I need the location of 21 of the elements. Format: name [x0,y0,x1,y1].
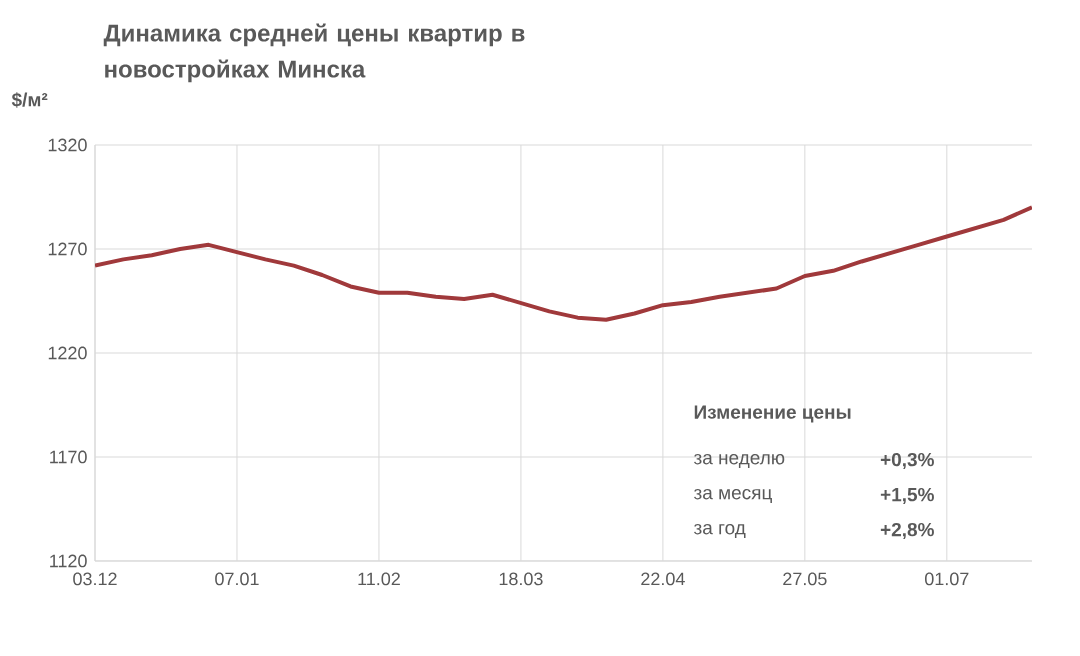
annotation: +2,8% [880,522,934,540]
y-tick-label: 1320 [48,138,87,152]
y-tick-label: 1170 [50,450,87,464]
x-tick-label: 27.05 [783,572,827,586]
y-tick-label: 1220 [48,346,87,360]
x-tick-label: 22.04 [641,572,685,586]
annotation: за месяц [693,488,772,503]
y-axis-title: $/м² [11,92,48,108]
x-tick-label: 07.01 [215,572,259,586]
annotation: +1,5% [880,487,934,505]
x-tick-label: 11.02 [358,572,400,586]
annotation: за год [693,523,746,538]
y-tick-label: 1120 [50,554,87,568]
annotation: Изменение цены [694,405,851,423]
x-tick-label: 18.03 [499,572,543,586]
chart-title: Динамика средней цены квартир в новостройках Минска [103,23,525,83]
x-tick-label: 03.12 [73,572,117,586]
annotation: за неделю [693,453,785,468]
annotation: +0,3% [880,452,934,470]
y-tick-label: 1270 [48,242,87,256]
x-tick-label: 01.07 [925,572,969,586]
